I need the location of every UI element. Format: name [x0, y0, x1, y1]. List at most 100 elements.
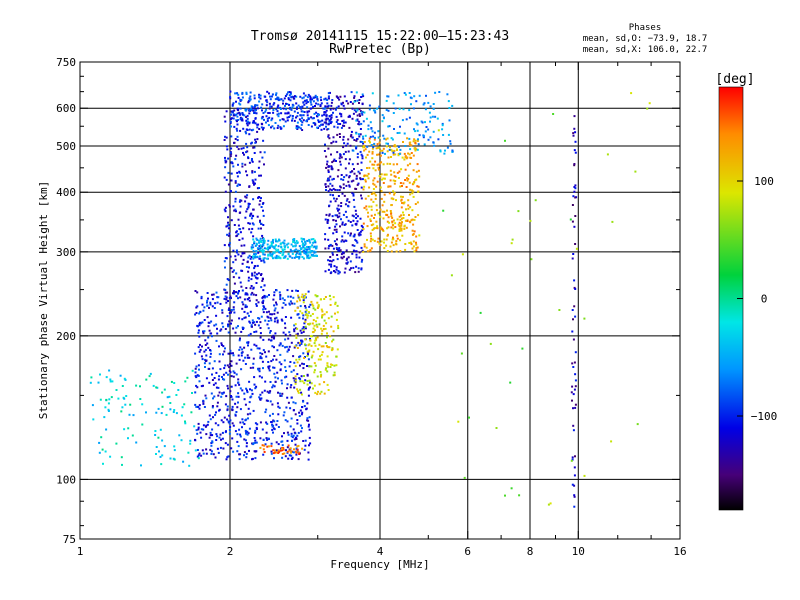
data-point [128, 413, 131, 416]
data-point [336, 151, 339, 154]
data-point [233, 125, 236, 128]
data-point [252, 128, 255, 131]
data-point [232, 370, 235, 373]
data-point [240, 244, 243, 247]
data-point [279, 298, 282, 301]
data-point [299, 251, 302, 254]
data-point [393, 128, 395, 130]
data-point [282, 448, 285, 451]
data-point [241, 165, 244, 168]
data-point [236, 433, 239, 436]
data-point [262, 214, 265, 217]
data-point [343, 231, 346, 234]
data-point [180, 414, 183, 417]
data-point [258, 96, 261, 99]
data-point [332, 296, 335, 299]
data-point [374, 213, 376, 216]
data-point [381, 210, 384, 213]
data-point [442, 134, 445, 136]
data-point [299, 310, 302, 313]
data-point [318, 383, 321, 386]
data-point [314, 294, 317, 297]
data-point [237, 119, 240, 121]
data-point [293, 324, 296, 327]
data-point [236, 184, 239, 187]
data-point [407, 207, 410, 210]
data-point [236, 129, 239, 132]
data-point [219, 302, 222, 305]
data-point [233, 224, 236, 226]
data-point [288, 448, 291, 451]
data-point [267, 124, 270, 127]
data-point [571, 204, 574, 206]
data-point [188, 464, 191, 467]
data-point [365, 174, 367, 177]
data-point [381, 120, 384, 123]
data-point [330, 142, 333, 145]
data-point [303, 99, 306, 102]
data-point [261, 352, 264, 355]
data-point [413, 138, 416, 141]
data-point [412, 233, 415, 235]
data-point [251, 160, 254, 163]
data-point [327, 134, 330, 137]
data-point [377, 212, 380, 215]
data-point [225, 145, 228, 148]
data-point [321, 315, 324, 318]
data-point [300, 341, 303, 344]
data-point [242, 227, 245, 230]
data-point [135, 384, 138, 387]
data-point [245, 305, 248, 308]
data-point [250, 395, 253, 398]
data-point [268, 92, 270, 95]
data-point [308, 238, 311, 241]
data-point [574, 379, 577, 382]
data-point [342, 119, 345, 122]
data-point [284, 303, 287, 306]
data-point [296, 388, 299, 391]
data-point [278, 251, 281, 254]
data-point [251, 158, 253, 160]
data-point [403, 224, 406, 227]
data-point [340, 178, 343, 181]
data-point [351, 102, 354, 105]
data-point [324, 121, 327, 124]
data-point [327, 190, 330, 193]
y-axis-label: Stationary phase Virtual Height [km] [37, 181, 50, 419]
data-point [302, 246, 305, 249]
data-point [249, 257, 252, 260]
data-point [253, 94, 256, 97]
data-point [408, 220, 411, 223]
data-point [260, 106, 263, 109]
data-point [253, 121, 256, 124]
data-point [369, 141, 371, 144]
data-point [400, 227, 403, 230]
data-point [340, 253, 343, 256]
data-point [295, 447, 298, 450]
data-point [276, 97, 278, 100]
x-tick-label: 10 [572, 545, 585, 558]
data-point [253, 376, 256, 379]
data-point [355, 132, 358, 135]
data-point [302, 440, 305, 442]
data-point [228, 312, 231, 314]
data-point [301, 121, 304, 124]
data-point [314, 308, 317, 311]
data-point [382, 163, 385, 166]
data-point [361, 93, 364, 96]
data-point [389, 185, 392, 188]
data-point [306, 119, 309, 122]
data-point [239, 435, 242, 438]
data-point [230, 364, 233, 367]
data-point [390, 212, 393, 215]
data-point [239, 433, 242, 436]
data-point [337, 105, 340, 108]
data-point [254, 450, 257, 453]
data-point [413, 250, 416, 253]
data-point [228, 205, 231, 208]
data-point [237, 378, 240, 381]
data-point [307, 344, 310, 347]
data-point [397, 223, 400, 226]
data-point [307, 311, 310, 314]
data-point [246, 433, 249, 436]
